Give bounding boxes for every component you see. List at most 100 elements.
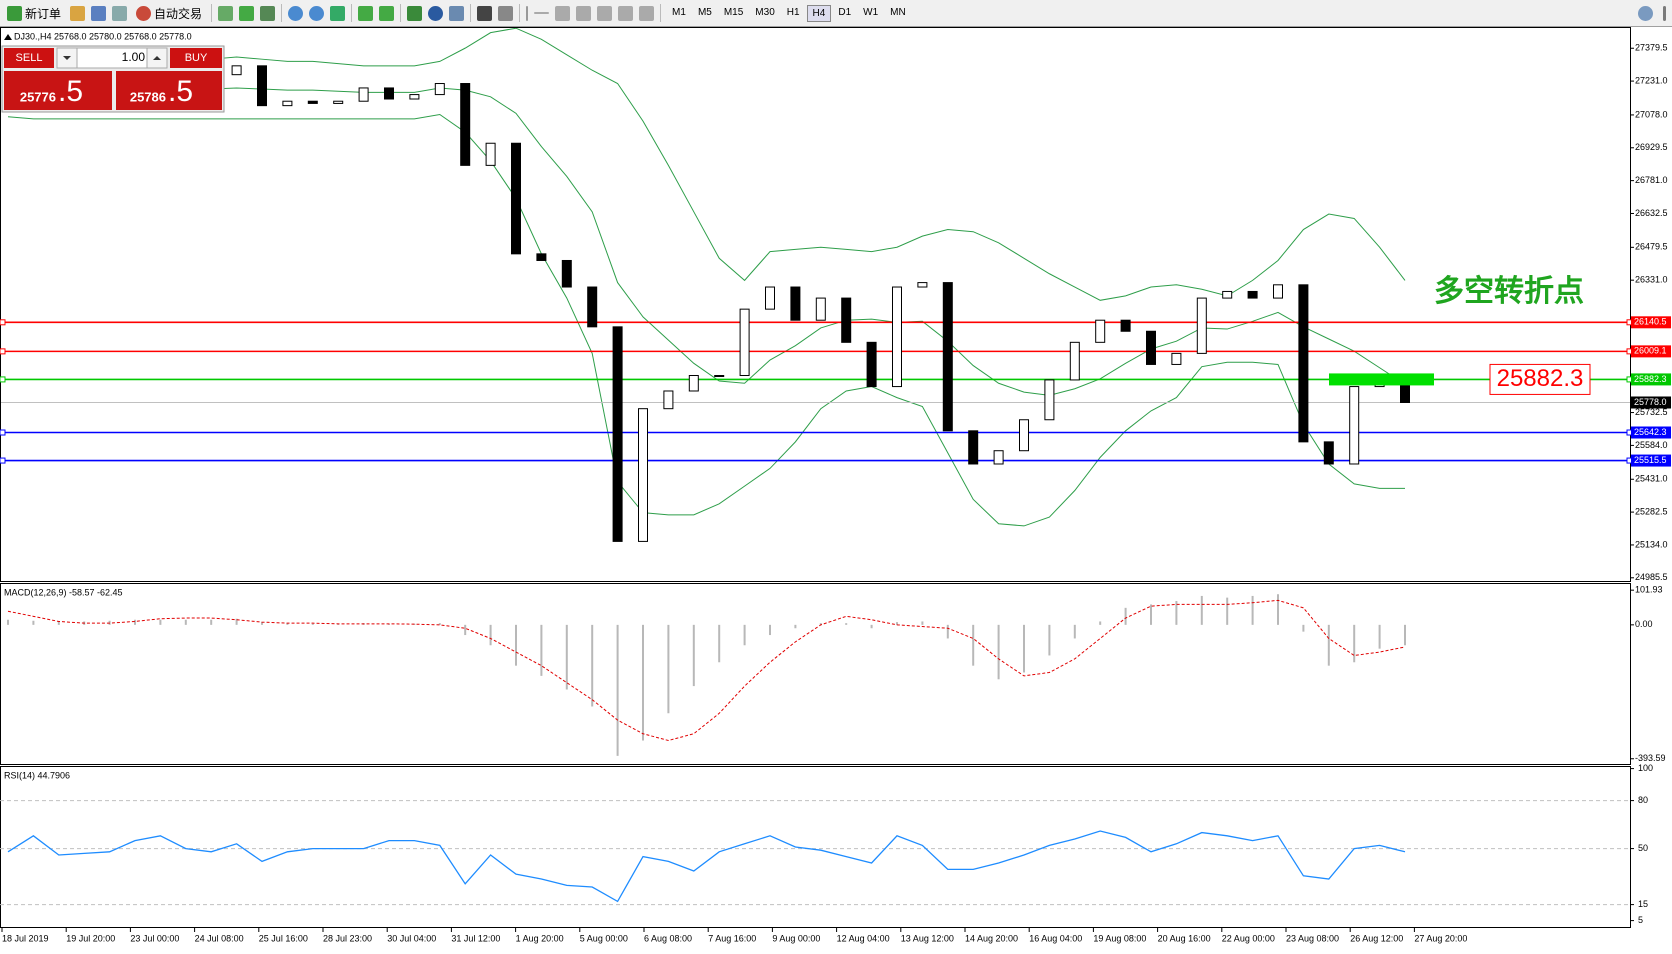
timeframe-button[interactable]: M15 bbox=[723, 6, 744, 18]
search-icon[interactable] bbox=[1638, 5, 1653, 21]
icon[interactable] bbox=[407, 5, 423, 21]
level-label-box bbox=[1631, 454, 1671, 467]
level-callout-box bbox=[1489, 363, 1591, 395]
x-tick-label: 18 Jul 2019 bbox=[2, 933, 49, 943]
timeframe-button[interactable]: D1 bbox=[838, 6, 852, 18]
icon[interactable] bbox=[639, 5, 655, 21]
header-arrow bbox=[4, 34, 12, 40]
level-label-box bbox=[1631, 345, 1671, 358]
main-panel bbox=[0, 27, 1631, 582]
candle bbox=[1273, 284, 1283, 299]
icon[interactable] bbox=[618, 5, 634, 21]
candle bbox=[1019, 419, 1029, 452]
level-label: 25882.3 bbox=[1634, 374, 1667, 384]
x-tick-label: 12 Aug 04:00 bbox=[837, 933, 890, 943]
candle bbox=[739, 308, 750, 377]
y-tick-label: 26331.0 bbox=[1635, 275, 1668, 285]
y-tick-label: 26632.5 bbox=[1635, 208, 1668, 218]
candle bbox=[536, 253, 547, 261]
icon[interactable] bbox=[477, 5, 493, 21]
timeframes: M1 M5 M15 M30 H1 H4 D1 W1 MN bbox=[667, 4, 911, 22]
icon[interactable] bbox=[576, 5, 592, 21]
icon[interactable] bbox=[330, 5, 346, 21]
y-tick-label: 24985.5 bbox=[1635, 572, 1668, 582]
buy-button[interactable] bbox=[170, 48, 222, 68]
candle bbox=[663, 390, 674, 410]
level-marker bbox=[0, 457, 6, 464]
menu-icon[interactable] bbox=[1663, 5, 1666, 21]
bollinger-upper bbox=[8, 28, 1406, 301]
icon[interactable] bbox=[428, 5, 444, 21]
x-tick-label: 1 Aug 20:00 bbox=[516, 933, 564, 943]
macd-panel bbox=[0, 583, 1631, 765]
icon[interactable] bbox=[555, 5, 571, 21]
ask-box[interactable] bbox=[116, 71, 222, 110]
timeframe-button[interactable]: M5 bbox=[697, 6, 712, 18]
candle bbox=[257, 65, 267, 107]
timeframe-button[interactable]: M30 bbox=[755, 6, 775, 18]
bollinger-lower bbox=[7, 113, 1405, 527]
level-label: 26009.1 bbox=[1634, 346, 1667, 356]
current-price-label: 25778.0 bbox=[1634, 397, 1667, 407]
separator bbox=[660, 4, 662, 22]
candle bbox=[638, 408, 648, 542]
icon[interactable] bbox=[358, 5, 374, 21]
icon[interactable] bbox=[498, 5, 514, 21]
candle bbox=[1222, 290, 1233, 299]
auto-trading-button[interactable]: 自动交易 bbox=[133, 3, 205, 24]
sell-button[interactable] bbox=[4, 48, 54, 68]
y-tick-label: 25282.5 bbox=[1635, 506, 1668, 516]
level-highlight bbox=[1329, 373, 1434, 386]
chart-header: DJ30.,H4 25768.0 25780.0 25768.0 25778.0 bbox=[14, 31, 192, 41]
macd-label: MACD(12,26,9) -58.57 -62.45 bbox=[4, 587, 123, 597]
y-tick-label: 0.00 bbox=[1635, 619, 1653, 629]
candle bbox=[917, 282, 928, 288]
candle bbox=[434, 83, 445, 96]
candle bbox=[790, 286, 801, 321]
icon[interactable] bbox=[91, 5, 107, 21]
x-tick-label: 5 Aug 00:00 bbox=[580, 933, 628, 943]
level-label: 26140.5 bbox=[1634, 317, 1667, 327]
icon[interactable] bbox=[288, 5, 304, 21]
label: 自动交易 bbox=[154, 6, 203, 21]
y-tick-label: 27231.0 bbox=[1635, 75, 1668, 85]
bid-box[interactable] bbox=[4, 71, 112, 110]
timeframe-button[interactable]: W1 bbox=[863, 6, 879, 18]
icon[interactable] bbox=[379, 5, 395, 21]
timeframe-button[interactable]: H1 bbox=[786, 6, 800, 18]
icon[interactable] bbox=[239, 5, 255, 21]
candle bbox=[714, 375, 725, 378]
icon[interactable] bbox=[597, 5, 613, 21]
candle bbox=[688, 375, 699, 392]
icon[interactable] bbox=[218, 5, 234, 21]
timeframe-button[interactable]: MN bbox=[890, 6, 906, 18]
x-tick-label: 25 Jul 16:00 bbox=[259, 933, 308, 943]
y-tick-label: 25134.0 bbox=[1635, 539, 1668, 549]
icon[interactable] bbox=[70, 5, 86, 21]
y-tick-label: 26781.0 bbox=[1635, 175, 1668, 185]
annotation: 多空转折点 bbox=[1434, 275, 1584, 308]
icon[interactable] bbox=[526, 5, 529, 21]
level-label-box bbox=[1631, 373, 1671, 386]
x-tick-label: 9 Aug 00:00 bbox=[772, 933, 820, 943]
lots-value: 1.00 bbox=[122, 50, 146, 64]
candle bbox=[1120, 319, 1131, 332]
icon[interactable] bbox=[260, 5, 276, 21]
icon[interactable] bbox=[449, 5, 465, 21]
timeframe-button[interactable]: M1 bbox=[672, 6, 686, 18]
icon[interactable] bbox=[309, 5, 325, 21]
icon[interactable] bbox=[112, 5, 128, 21]
timeframe-button[interactable]: H4 bbox=[806, 4, 832, 22]
candle bbox=[358, 87, 369, 102]
candle bbox=[409, 94, 420, 100]
candle bbox=[841, 297, 852, 343]
toolbar: 新订单 自动交易 M1 M5 M15 M30 H1 H4 D1 W1 MN bbox=[0, 0, 1672, 27]
level-marker bbox=[0, 319, 6, 326]
icon[interactable] bbox=[534, 12, 550, 14]
candle bbox=[333, 100, 344, 104]
x-tick-label: 28 Jul 23:00 bbox=[323, 933, 372, 943]
y-tick-label: 50 bbox=[1638, 843, 1648, 853]
x-tick-label: 16 Aug 04:00 bbox=[1029, 933, 1082, 943]
new-order-button[interactable]: 新订单 bbox=[4, 3, 64, 24]
